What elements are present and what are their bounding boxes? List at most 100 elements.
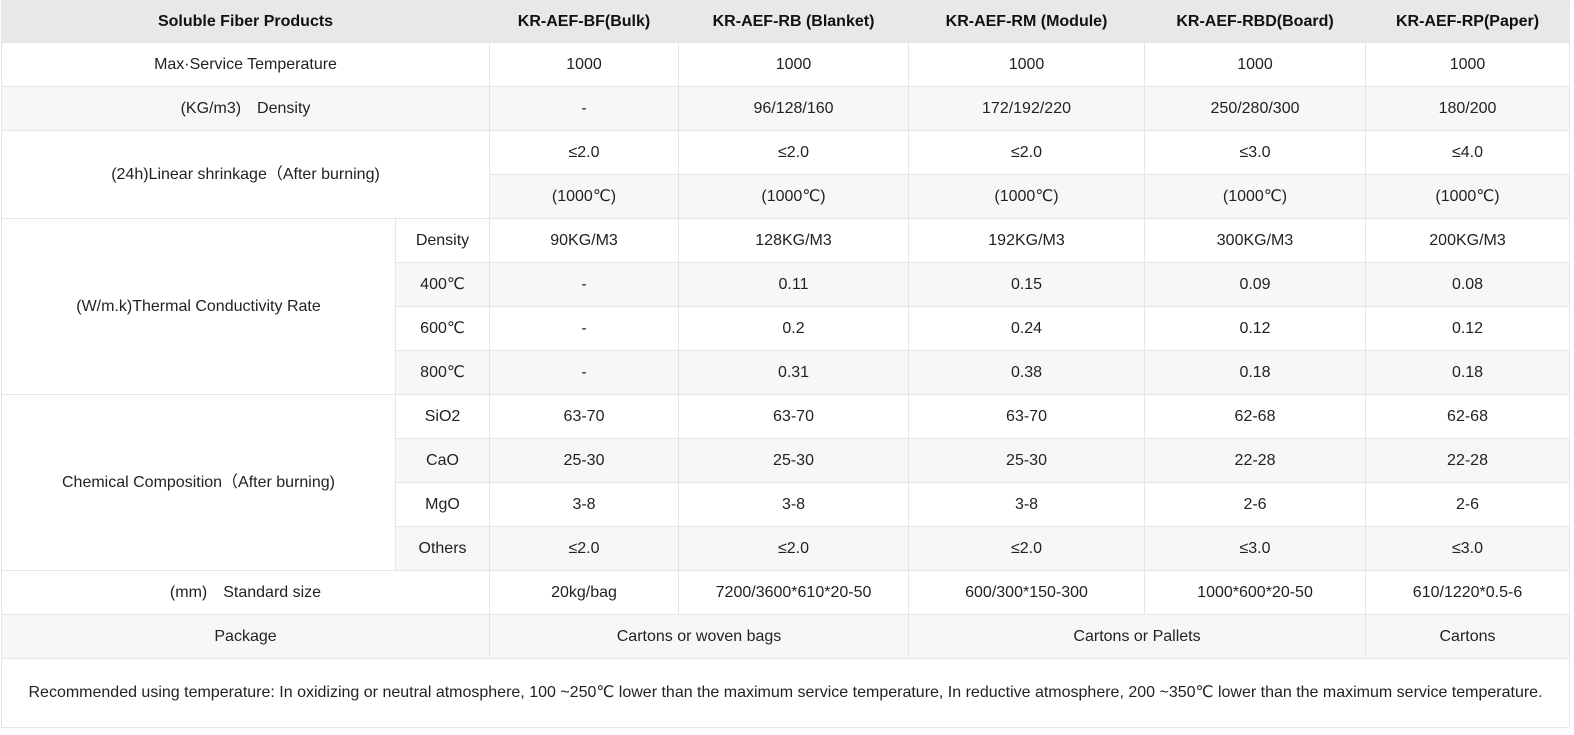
cell: 62-68 bbox=[1365, 394, 1571, 439]
header-product: KR-AEF-BF(Bulk) bbox=[489, 0, 680, 43]
cell: 3-8 bbox=[908, 482, 1146, 527]
cell: 25-30 bbox=[908, 438, 1146, 483]
header-product: KR-AEF-RM (Module) bbox=[908, 0, 1146, 43]
cell: 1000 bbox=[1365, 42, 1571, 87]
cell: 0.31 bbox=[678, 350, 910, 395]
package-row: Package Cartons or woven bags Cartons or… bbox=[0, 614, 1571, 659]
cell: 600/300*150-300 bbox=[908, 570, 1146, 615]
chemical-row: Chemical Composition（After burning) SiO2… bbox=[1, 394, 1571, 571]
cell: 1000 bbox=[489, 42, 680, 87]
density-row: (KG/m3) Density - 96/128/160 172/192/220… bbox=[0, 86, 1571, 131]
cell: 610/1220*0.5-6 bbox=[1365, 570, 1571, 615]
cell: 0.15 bbox=[908, 262, 1146, 307]
cell: 128KG/M3 bbox=[678, 218, 910, 263]
cell: 0.12 bbox=[1144, 306, 1367, 351]
row-label: (W/m.k)Thermal Conductivity Rate bbox=[1, 218, 396, 395]
cell: (1000℃) bbox=[678, 174, 910, 219]
cell: Cartons or Pallets bbox=[908, 614, 1367, 659]
cell: 0.18 bbox=[1144, 350, 1367, 395]
cell: ≤2.0 bbox=[908, 526, 1146, 571]
cell: 0.11 bbox=[678, 262, 910, 307]
thermal-row: (W/m.k)Thermal Conductivity Rate Density… bbox=[1, 218, 1571, 395]
sub-label: SiO2 bbox=[394, 394, 491, 439]
row-label: Package bbox=[0, 614, 491, 659]
row-label: (KG/m3) Density bbox=[0, 86, 491, 131]
cell: 2-6 bbox=[1365, 482, 1571, 527]
cell: ≤3.0 bbox=[1365, 526, 1571, 571]
cell: Cartons or woven bags bbox=[489, 614, 910, 659]
chemical-row: Others ≤2.0 ≤2.0 ≤2.0 ≤3.0 ≤3.0 bbox=[2, 526, 1571, 571]
sub-label: CaO bbox=[394, 438, 491, 483]
cell: 0.18 bbox=[1365, 350, 1571, 395]
cell: 1000 bbox=[908, 42, 1146, 87]
max-temp-row: Max·Service Temperature 1000 1000 1000 1… bbox=[0, 42, 1571, 87]
cell: ≤2.0 bbox=[489, 526, 680, 571]
cell: 0.2 bbox=[678, 306, 910, 351]
size-row: (mm) Standard size 20kg/bag 7200/3600*61… bbox=[0, 570, 1571, 615]
cell: 25-30 bbox=[678, 438, 910, 483]
cell: 3-8 bbox=[489, 482, 680, 527]
header-row: Soluble Fiber Products KR-AEF-BF(Bulk) K… bbox=[0, 0, 1571, 43]
cell: 0.24 bbox=[908, 306, 1146, 351]
recommendation-note: Recommended using temperature: In oxidiz… bbox=[0, 658, 1571, 728]
cell: (1000℃) bbox=[1365, 174, 1571, 219]
cell: (1000℃) bbox=[908, 174, 1146, 219]
cell: 0.08 bbox=[1365, 262, 1571, 307]
thermal-row: 800℃ - 0.31 0.38 0.18 0.18 bbox=[2, 350, 1571, 395]
sub-label: 800℃ bbox=[394, 350, 491, 395]
cell: ≤2.0 bbox=[489, 130, 680, 175]
note-row: Recommended using temperature: In oxidiz… bbox=[0, 658, 1571, 728]
cell: 62-68 bbox=[1144, 394, 1367, 439]
cell: 3-8 bbox=[678, 482, 910, 527]
header-product: KR-AEF-RB (Blanket) bbox=[678, 0, 910, 43]
cell: 0.09 bbox=[1144, 262, 1367, 307]
cell: 22-28 bbox=[1365, 438, 1571, 483]
cell: 1000*600*20-50 bbox=[1144, 570, 1367, 615]
cell: 250/280/300 bbox=[1144, 86, 1367, 131]
sub-label: MgO bbox=[394, 482, 491, 527]
cell: ≤2.0 bbox=[908, 130, 1146, 175]
sub-label: Others bbox=[394, 526, 491, 571]
header-product: KR-AEF-RP(Paper) bbox=[1365, 0, 1571, 43]
cell: 300KG/M3 bbox=[1144, 218, 1367, 263]
cell: 96/128/160 bbox=[678, 86, 910, 131]
chemical-row: CaO 25-30 25-30 25-30 22-28 22-28 bbox=[2, 438, 1571, 483]
row-label: (mm) Standard size bbox=[0, 570, 491, 615]
sub-label: 600℃ bbox=[394, 306, 491, 351]
cell: 200KG/M3 bbox=[1365, 218, 1571, 263]
row-label: Max·Service Temperature bbox=[0, 42, 491, 87]
cell: ≤4.0 bbox=[1365, 130, 1571, 175]
cell: 20kg/bag bbox=[489, 570, 680, 615]
thermal-row: 600℃ - 0.2 0.24 0.12 0.12 bbox=[2, 306, 1571, 351]
cell: 1000 bbox=[678, 42, 910, 87]
cell: 22-28 bbox=[1144, 438, 1367, 483]
cell: 1000 bbox=[1144, 42, 1367, 87]
header-label: Soluble Fiber Products bbox=[0, 0, 491, 43]
cell: ≤2.0 bbox=[678, 526, 910, 571]
cell: 63-70 bbox=[489, 394, 680, 439]
cell: (1000℃) bbox=[1144, 174, 1367, 219]
cell: 180/200 bbox=[1365, 86, 1571, 131]
row-label: Chemical Composition（After burning) bbox=[1, 394, 396, 571]
cell: (1000℃) bbox=[489, 174, 680, 219]
cell: ≤3.0 bbox=[1144, 130, 1367, 175]
cell: ≤2.0 bbox=[678, 130, 910, 175]
shrinkage-temp-row: (1000℃) (1000℃) (1000℃) (1000℃) (1000℃) bbox=[2, 174, 1571, 219]
sub-label: Density bbox=[394, 218, 491, 263]
cell: ≤3.0 bbox=[1144, 526, 1367, 571]
cell: 0.12 bbox=[1365, 306, 1571, 351]
shrinkage-row: (24h)Linear shrinkage（After burning) ≤2.… bbox=[0, 130, 1571, 219]
cell: 2-6 bbox=[1144, 482, 1367, 527]
cell: 63-70 bbox=[678, 394, 910, 439]
row-label: (24h)Linear shrinkage（After burning) bbox=[0, 130, 491, 219]
cell: Cartons bbox=[1365, 614, 1571, 659]
cell: - bbox=[489, 350, 680, 395]
cell: - bbox=[489, 306, 680, 351]
sub-label: 400℃ bbox=[394, 262, 491, 307]
cell: 7200/3600*610*20-50 bbox=[678, 570, 910, 615]
cell: - bbox=[489, 262, 680, 307]
header-product: KR-AEF-RBD(Board) bbox=[1144, 0, 1367, 43]
cell: 192KG/M3 bbox=[908, 218, 1146, 263]
cell: 25-30 bbox=[489, 438, 680, 483]
